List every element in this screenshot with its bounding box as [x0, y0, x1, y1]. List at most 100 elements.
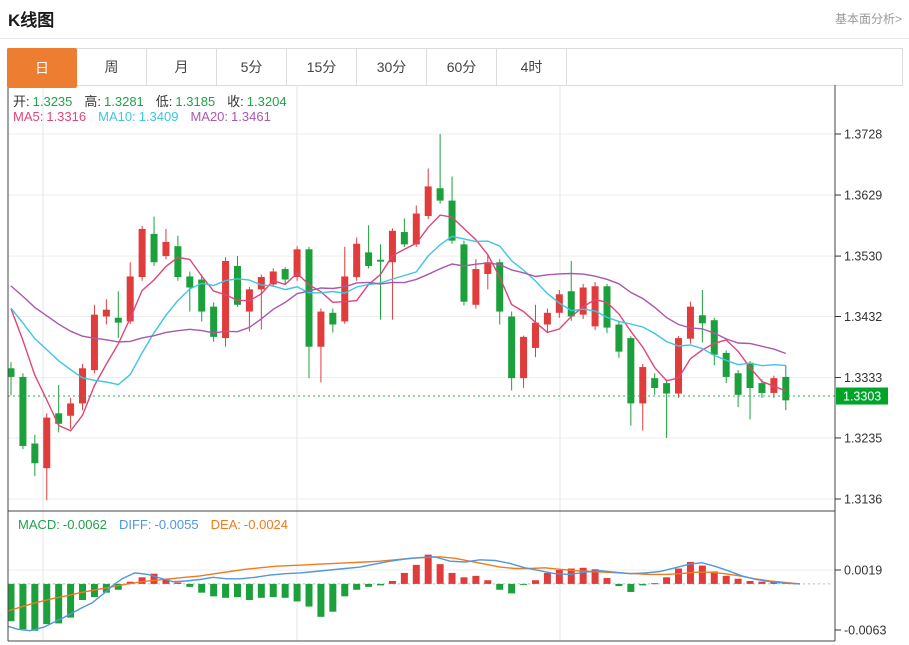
tab-5min[interactable]: 5分 [217, 49, 287, 85]
candle[interactable] [233, 256, 241, 307]
candle[interactable] [281, 267, 289, 284]
candle-body [293, 249, 301, 278]
candle[interactable] [472, 259, 480, 309]
candle[interactable] [114, 291, 122, 339]
candle[interactable] [341, 246, 349, 324]
candle[interactable] [150, 216, 158, 266]
candle[interactable] [627, 336, 635, 426]
macd-bar [162, 579, 170, 584]
candle[interactable] [198, 274, 206, 322]
candle[interactable] [520, 335, 528, 389]
candle[interactable] [531, 304, 539, 358]
candle[interactable] [651, 373, 659, 395]
candle[interactable] [746, 360, 754, 420]
candle[interactable] [603, 283, 611, 334]
candle[interactable] [31, 434, 39, 477]
macd-bar [317, 583, 325, 617]
candle[interactable] [353, 237, 361, 281]
candle[interactable] [67, 397, 75, 429]
candle[interactable] [591, 281, 599, 331]
candle[interactable] [388, 228, 396, 320]
candle[interactable] [7, 362, 15, 396]
candle[interactable] [162, 228, 170, 260]
candle[interactable] [436, 134, 444, 204]
candle-body [281, 269, 289, 280]
candle[interactable] [615, 320, 623, 358]
candle[interactable] [102, 299, 110, 325]
price-axis: 1.3728 1.3629 1.3530 1.3432 1.3333 1.3235 1.31… [835, 128, 886, 638]
candle[interactable] [782, 365, 790, 411]
dea-line [7, 556, 801, 612]
tab-60min[interactable]: 60分 [427, 49, 497, 85]
candle[interactable] [722, 350, 730, 384]
candle-body [686, 306, 694, 339]
tab-30min[interactable]: 30分 [357, 49, 427, 85]
candle[interactable] [377, 244, 385, 320]
tab-week[interactable]: 周 [77, 49, 147, 85]
candle[interactable] [734, 370, 742, 408]
candle[interactable] [686, 301, 694, 344]
macd-bar [222, 583, 230, 598]
fundamental-analysis-link[interactable]: 基本面分析> [834, 12, 902, 26]
candle[interactable] [79, 363, 87, 411]
tab-15min[interactable]: 15分 [287, 49, 357, 85]
current-price-badge-bg [836, 387, 888, 405]
candle[interactable] [305, 246, 313, 379]
ohlc-open-value: 1.3235 [32, 94, 73, 109]
candle[interactable] [245, 286, 253, 332]
candle[interactable] [222, 257, 230, 347]
candle[interactable] [126, 262, 134, 324]
candle[interactable] [400, 218, 408, 247]
candle[interactable] [257, 274, 265, 330]
candle-body [412, 213, 420, 245]
candle[interactable] [543, 308, 551, 334]
ma-legend: MA5: 1.3316 MA10: 1.3409 MA20: 1.3461 [13, 109, 283, 124]
candle[interactable] [758, 379, 766, 398]
candle[interactable] [579, 283, 587, 319]
candle-body [269, 271, 277, 285]
macd-bar [245, 583, 253, 600]
candle[interactable] [639, 363, 647, 431]
macd-bar [400, 572, 408, 584]
ohlc-low-label: 低: [155, 94, 173, 109]
candle-body [460, 244, 468, 302]
panel-borders [7, 85, 836, 642]
candle[interactable] [43, 413, 51, 501]
candle[interactable] [508, 311, 516, 391]
tab-day[interactable]: 日 [7, 48, 77, 88]
candle-body [639, 367, 647, 404]
ma10-value: 1.3409 [138, 109, 179, 124]
candle[interactable] [710, 317, 718, 366]
candle[interactable] [317, 308, 325, 383]
candle[interactable] [269, 268, 277, 287]
candle[interactable] [174, 235, 182, 281]
ma20-label: MA20: [190, 109, 229, 124]
candle[interactable] [412, 205, 420, 247]
candle[interactable] [19, 373, 27, 450]
current-price-badge-value: 1.3303 [843, 390, 881, 404]
macd-bar [7, 583, 15, 622]
macd-axis-tick: -0.0063 [844, 624, 886, 638]
candle[interactable] [186, 271, 194, 312]
candle[interactable] [567, 261, 575, 321]
candle[interactable] [460, 240, 468, 306]
candle[interactable] [448, 176, 456, 244]
candle[interactable] [138, 225, 146, 281]
tab-month[interactable]: 月 [147, 49, 217, 85]
macd-bar [377, 583, 385, 586]
candle[interactable] [293, 246, 301, 281]
macd-bar [710, 571, 718, 584]
macd-bar [460, 577, 468, 584]
candle[interactable] [329, 308, 337, 333]
candle[interactable] [424, 168, 432, 220]
candle[interactable] [484, 254, 492, 290]
candle[interactable] [365, 225, 373, 269]
candle[interactable] [663, 379, 671, 438]
candle[interactable] [698, 289, 706, 343]
candle[interactable] [90, 304, 98, 374]
candle[interactable] [210, 302, 218, 342]
tab-4hour[interactable]: 4时 [497, 49, 567, 85]
candle[interactable] [496, 259, 504, 325]
